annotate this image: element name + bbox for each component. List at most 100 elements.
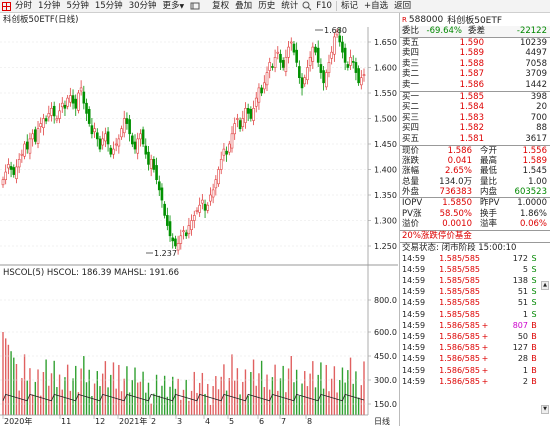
trade-row: 14:59 1.585/585 138 S [400,275,550,286]
sell-row[interactable]: 卖三 1.588 7058 [400,59,550,70]
zoom-icon[interactable] [301,0,313,12]
candle-body [42,118,45,128]
trade-qty: 807 [512,320,528,330]
tab-5min[interactable]: 5分钟 [66,1,89,11]
sell-row[interactable]: 卖二 1.587 3709 [400,69,550,80]
buy-volume: 700 [530,112,547,123]
candle-body [60,102,64,108]
buy-row[interactable]: 买一 1.585 398 [400,92,550,103]
f10-button[interactable]: F10 [316,1,332,11]
candle-body [50,108,53,116]
scroll-down-button[interactable]: ▼ [541,405,549,414]
buy-label: 买二 [402,102,420,113]
stat-label: 换手 [480,208,498,219]
stat-label: 总量 [402,176,420,187]
stats-button[interactable]: 统计 [281,1,299,11]
tab-15min[interactable]: 15分钟 [94,1,123,11]
candle-body [9,166,13,170]
candle-body [85,102,88,114]
candle-body [34,129,37,142]
stat-value: 1.545 [522,166,547,177]
candle-body [308,56,312,66]
buy-row[interactable]: 买四 1.582 88 [400,123,550,134]
add-watchlist-button[interactable]: +自选 [363,1,389,11]
candle-body [163,203,166,216]
trade-list[interactable]: 14:59 1.585/585 172 S 14:59 1.585/585 5 S 14:59 1… [400,253,550,387]
candle-body [133,141,137,150]
hscol-line [2,393,365,402]
adjust-button[interactable]: 复权 [212,1,230,11]
stat-value: 1.556 [522,145,547,156]
trade-side: S [531,298,537,308]
sell-row[interactable]: 卖五 1.590 10239 [400,38,550,49]
stat-row: 外盘 736383 内盘 603523 [400,187,550,197]
candle-body [63,104,67,109]
iopv-block: IOPV 1.5850 昨PV 1.0000 PV涨 58.50% 换手 1.86% 溢价 0.0… [400,198,550,229]
candle-body [327,62,331,73]
trade-time: 14:59 [402,343,426,353]
sell-price: 1.586 [459,79,484,90]
mark-button[interactable]: 标记 [340,1,358,11]
vol-tick-label: 600.0 [374,328,397,337]
trade-qty: 50 [517,331,528,341]
stat-label: 今开 [480,145,498,156]
candle-body [155,165,158,180]
kline-chart[interactable]: 科创板50ETF(日线) 1.650 1.600 1.550 1.500 1.450 1.… [0,13,398,426]
candle-body [354,62,358,73]
buy-row[interactable]: 买二 1.584 20 [400,102,550,113]
buy-row[interactable]: 买五 1.581 3617 [400,134,550,145]
candle-body [300,77,304,89]
tab-more[interactable]: 更多▼ [160,0,188,12]
tools-icon[interactable] [189,0,201,12]
kline-chart-area[interactable]: 科创板50ETF(日线) 1.650 1.600 1.550 1.500 1.450 1.… [0,13,398,426]
x-tick-label: 2020年 [4,416,32,426]
candle-body [160,187,164,201]
sell-row[interactable]: 卖四 1.589 4497 [400,48,550,59]
tab-1min[interactable]: 1分钟 [38,1,61,11]
vol-tick-label: 300.0 [374,376,397,385]
y-tick-label: 1.300 [374,217,397,226]
back-button[interactable]: 返回 [394,1,412,11]
candle-body [144,145,148,155]
stat-value: 1.5850 [442,198,472,209]
candle-body [98,138,102,150]
candle-body [198,204,201,213]
candle-body [168,221,172,237]
candle-body [271,66,274,68]
history-button[interactable]: 历史 [258,1,276,11]
candle-body [125,118,129,124]
sell-label: 卖二 [402,69,420,80]
stat-label: 现价 [402,145,420,156]
tab-30min[interactable]: 30分钟 [128,1,157,11]
buy-row[interactable]: 买三 1.583 700 [400,113,550,124]
candle-body [55,118,59,121]
crosshair-icon[interactable] [0,0,12,12]
trade-row: 14:59 1.585/585 172 S [400,253,550,264]
sell-volume: 7058 [525,58,547,69]
trade-qty: 1 [522,365,528,375]
sell-row[interactable]: 卖一 1.586 1442 [400,80,550,91]
scroll-up-button[interactable]: ▲ [541,281,549,290]
trade-row: 14:59 1.586/585 +2 B [400,376,550,387]
fund-limit-tag: 20%涨跌停价基金 [402,230,472,241]
stat-value: 736383 [439,187,472,198]
trade-time: 14:59 [402,298,426,308]
candle-body [273,56,277,68]
overlay-button[interactable]: 叠加 [235,1,253,11]
quote-panel: R 588000 科创板50ETF 委比 -69.64% 委差 -22122 卖… [399,13,550,426]
candles-group [1,28,366,255]
trade-price: 1.586/585 [439,320,480,330]
candle-body [335,31,339,36]
candle-body [225,150,228,155]
fund-name: 科创板50ETF [447,16,503,26]
candle-body [192,215,196,221]
buy-price: 1.581 [459,133,484,144]
tab-intraday[interactable]: 分时 [15,1,33,11]
candle-body [346,64,350,68]
trade-side: S [531,264,537,274]
quote-title: R 588000 科创板50ETF [400,13,550,27]
candle-body [195,210,199,212]
top-toolbar: 分时 1分钟 5分钟 15分钟 30分钟 更多▼ 复权 叠加 历史 统计 F10… [0,0,550,13]
trade-price: 1.585/585 [439,276,480,286]
trade-side: S [531,276,537,286]
